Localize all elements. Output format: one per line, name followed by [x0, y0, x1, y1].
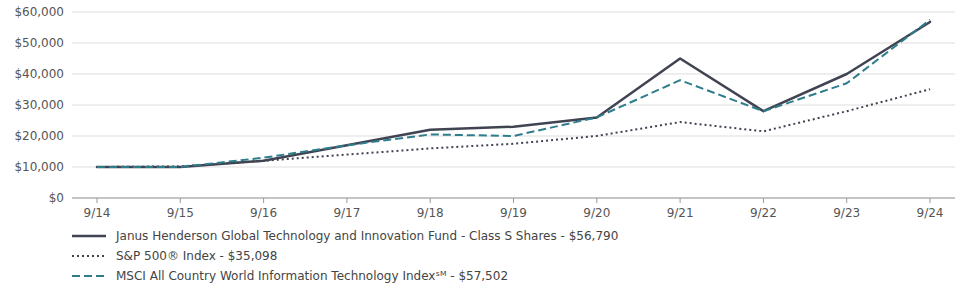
y-tick-label: $10,000: [14, 160, 64, 174]
x-tick-label: 9/18: [417, 206, 444, 220]
x-tick-label: 9/22: [750, 206, 777, 220]
x-tick-label: 9/21: [667, 206, 694, 220]
y-tick-label: $40,000: [14, 67, 64, 81]
x-tick-label: 9/15: [167, 206, 194, 220]
series-line: [97, 89, 930, 167]
x-tick: [846, 198, 847, 203]
x-tick: [763, 198, 764, 203]
x-tick-label: 9/16: [250, 206, 277, 220]
series-line: [97, 20, 930, 167]
page: {"chart_data": {"type": "line", "categor…: [0, 0, 975, 304]
x-tick: [930, 198, 931, 203]
x-tick: [596, 198, 597, 203]
x-tick-label: 9/23: [833, 206, 860, 220]
lines: [97, 20, 930, 167]
x-tick-label: 9/17: [333, 206, 360, 220]
legend-label: MSCI All Country World Information Techn…: [116, 269, 508, 283]
chart: $0 $10,000 $20,000 $30,000 $40,000 $50,000 $60…: [0, 0, 975, 304]
y-tick-label: $60,000: [14, 5, 64, 19]
legend-swatch: [72, 255, 106, 257]
legend-label: Janus Henderson Global Technology and In…: [115, 229, 618, 243]
x-tick-label: 9/19: [500, 206, 527, 220]
legend: Janus Henderson Global Technology and In…: [72, 229, 618, 283]
y-tick-label: $50,000: [14, 36, 64, 50]
grid-line: [72, 74, 955, 75]
x-tick-label: 9/20: [583, 206, 610, 220]
grid-line: [72, 105, 955, 106]
y-tick-label: $20,000: [14, 129, 64, 143]
grid: [72, 12, 955, 198]
x-tick: [680, 198, 681, 203]
grid-line: [72, 167, 955, 168]
x-tick: [96, 198, 97, 203]
grid-line: [72, 43, 955, 44]
x-tick-label: 9/24: [917, 206, 944, 220]
x-tick: [430, 198, 431, 203]
x-tick: [513, 198, 514, 203]
y-tick-label: $0: [49, 191, 64, 205]
x-tick-label: 9/14: [84, 206, 111, 220]
grid-line: [72, 136, 955, 137]
grid-line: [72, 12, 955, 13]
series-line: [97, 22, 930, 167]
legend-swatch: [72, 235, 106, 238]
x-tick: [263, 198, 264, 203]
legend-swatch: [72, 275, 106, 277]
x-tick: [180, 198, 181, 203]
x-tick: [346, 198, 347, 203]
y-tick-label: $30,000: [14, 98, 64, 112]
legend-label: S&P 500® Index - $35,098: [116, 249, 277, 263]
